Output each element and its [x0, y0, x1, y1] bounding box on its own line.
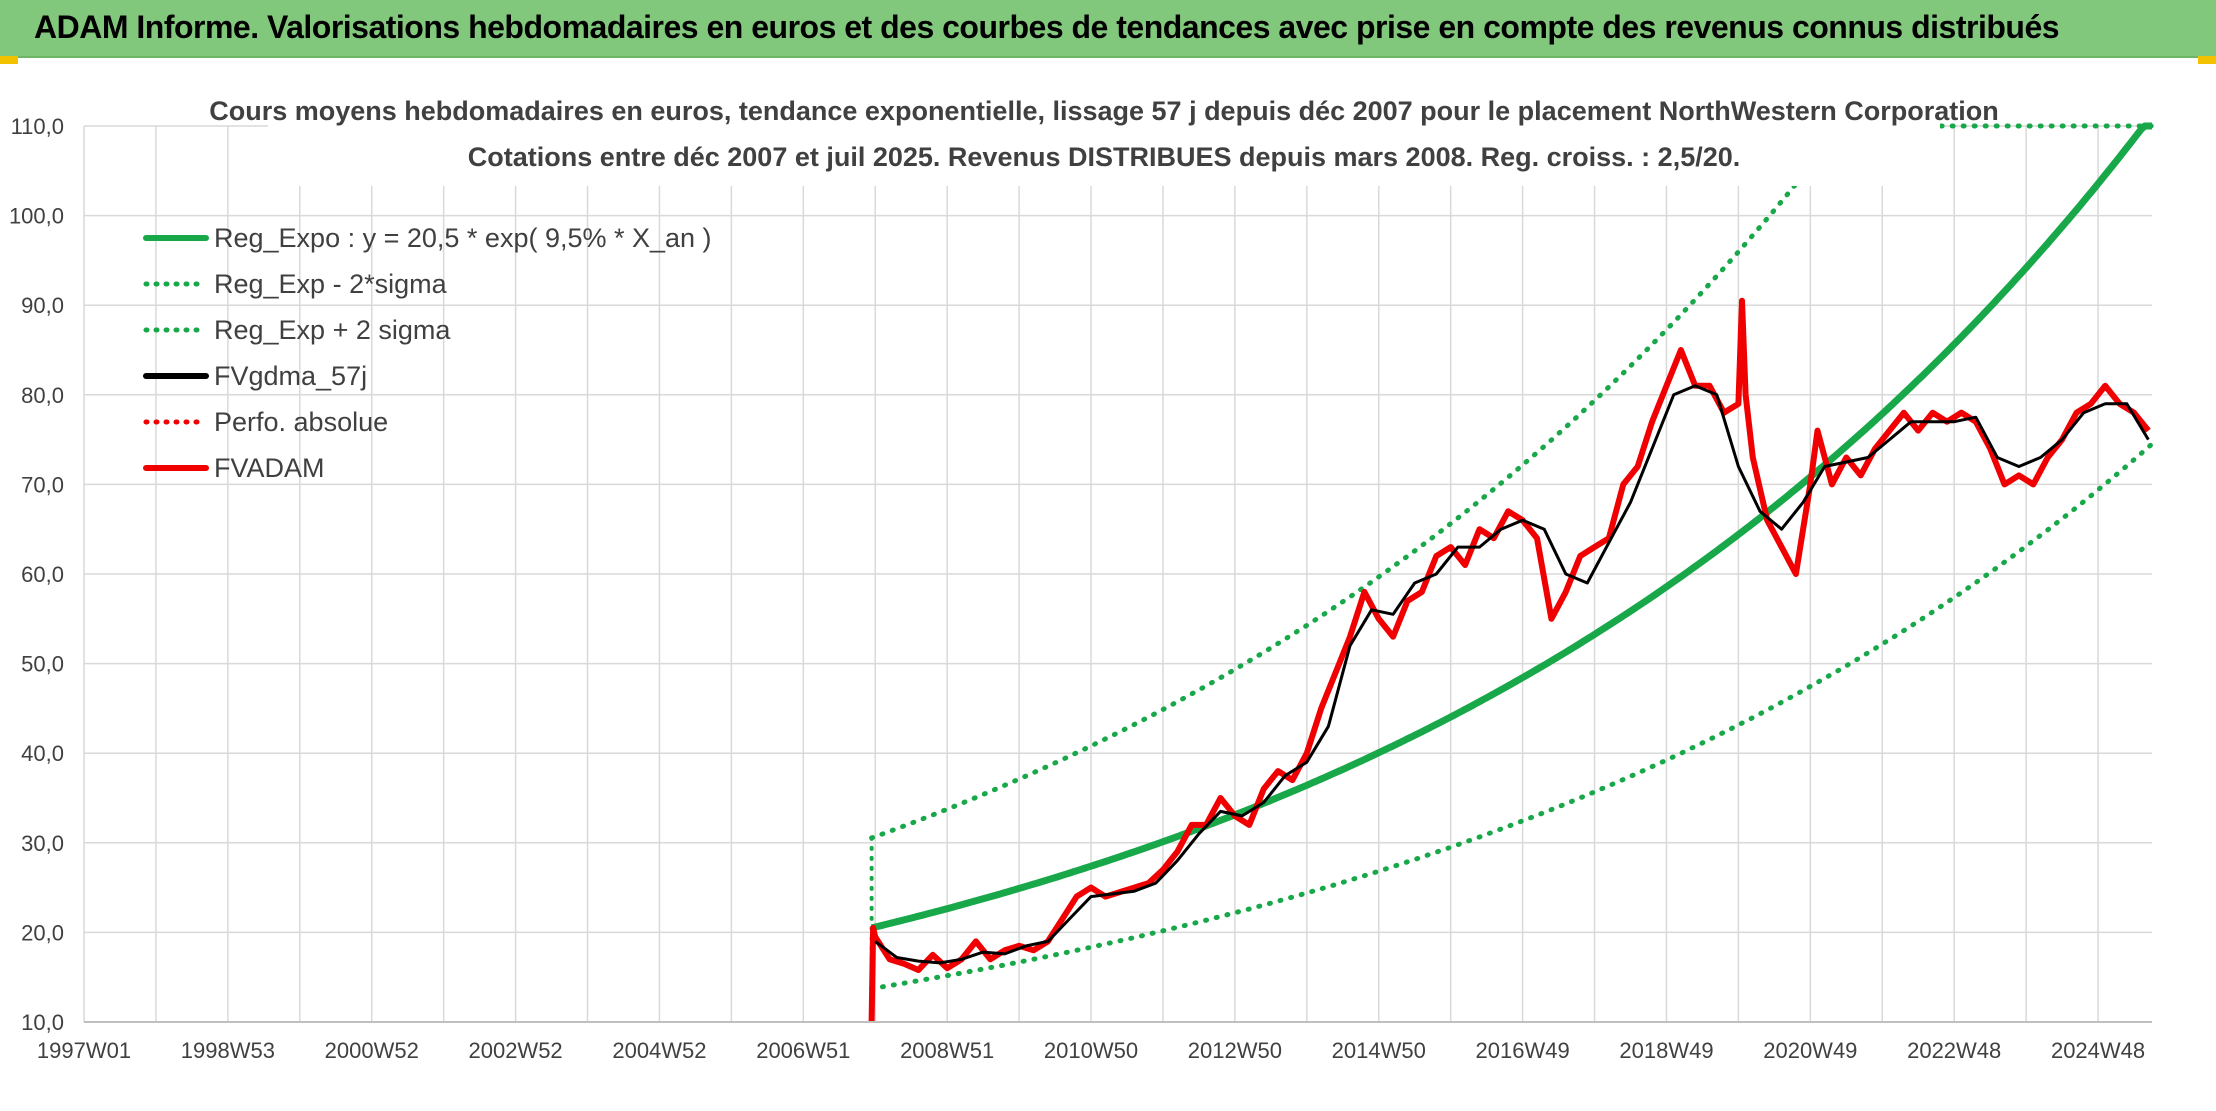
x-tick-label: 2008W51: [900, 1038, 994, 1063]
x-tick-label: 2022W48: [1907, 1038, 2001, 1063]
y-tick-label: 80,0: [21, 383, 64, 408]
report-title: ADAM Informe. Valorisations hebdomadaire…: [34, 9, 2060, 45]
series-fvgdma-57j: [874, 384, 2150, 965]
title-backdrop: [268, 88, 1940, 186]
gridlines: [83, 125, 2152, 1023]
y-tick-label: 30,0: [21, 831, 64, 856]
axes: 10,0 20,0 30,0 40,0 50,0 60,0 70,0 80,0 90,0 100,…: [9, 114, 2152, 1063]
chart-title: Cours moyens hebdomadaires en euros, ten…: [209, 96, 1999, 126]
y-tick-label: 100,0: [9, 204, 64, 229]
y-tick-label: 70,0: [21, 472, 64, 497]
x-tick-label: 2004W52: [612, 1038, 706, 1063]
y-tick-label: 50,0: [21, 652, 64, 677]
legend-label: Reg_Exp - 2*sigma: [214, 269, 448, 299]
x-tick-label: 2024W48: [2051, 1038, 2145, 1063]
legend-label: Reg_Exp + 2 sigma: [214, 315, 451, 345]
legend-label: FVgdma_57j: [214, 361, 367, 391]
data-series: [868, 297, 2151, 1023]
x-tick-label: 2000W52: [325, 1038, 419, 1063]
x-tick-label: 2016W49: [1476, 1038, 1570, 1063]
y-tick-label: 40,0: [21, 741, 64, 766]
chart-subtitle: Cotations entre déc 2007 et juil 2025. R…: [468, 142, 1741, 172]
chart-svg: Cours moyens hebdomadaires en euros, ten…: [9, 88, 2155, 1063]
x-tick-label: 2002W52: [468, 1038, 562, 1063]
legend-label: Perfo. absolue: [214, 407, 388, 437]
x-tick-label: 2020W49: [1763, 1038, 1857, 1063]
y-tick-label: 20,0: [21, 920, 64, 945]
y-tick-label: 60,0: [21, 562, 64, 587]
legend-label: Reg_Expo : y = 20,5 * exp( 9,5% * X_an ): [214, 223, 712, 253]
chart-frame: Cours moyens hebdomadaires en euros, ten…: [0, 58, 2216, 1106]
y-tick-label: 110,0: [11, 114, 64, 139]
y-tick-label: 90,0: [21, 293, 64, 318]
corner-marker-right: [2198, 56, 2216, 64]
x-tick-label: 1997W01: [37, 1038, 131, 1063]
x-tick-label: 2014W50: [1332, 1038, 1426, 1063]
reg-expo-curve: [870, 122, 2152, 932]
reg-lower-band: [869, 441, 2155, 991]
corner-marker-left: [0, 56, 18, 64]
regression-curves: [869, 122, 2155, 991]
reg-upper-band: [869, 123, 2155, 841]
y-tick-label: 10,0: [21, 1010, 64, 1035]
x-tick-label: 2010W50: [1044, 1038, 1138, 1063]
legend-label: FVADAM: [214, 453, 325, 483]
series-fvadam: [868, 297, 2151, 1023]
x-tick-label: 2012W50: [1188, 1038, 1282, 1063]
x-tick-label: 2006W51: [756, 1038, 850, 1063]
report-banner: ADAM Informe. Valorisations hebdomadaire…: [0, 0, 2216, 58]
x-tick-label: 2018W49: [1619, 1038, 1713, 1063]
legend: Reg_Expo : y = 20,5 * exp( 9,5% * X_an )…: [143, 223, 712, 483]
x-tick-label: 1998W53: [181, 1038, 275, 1063]
